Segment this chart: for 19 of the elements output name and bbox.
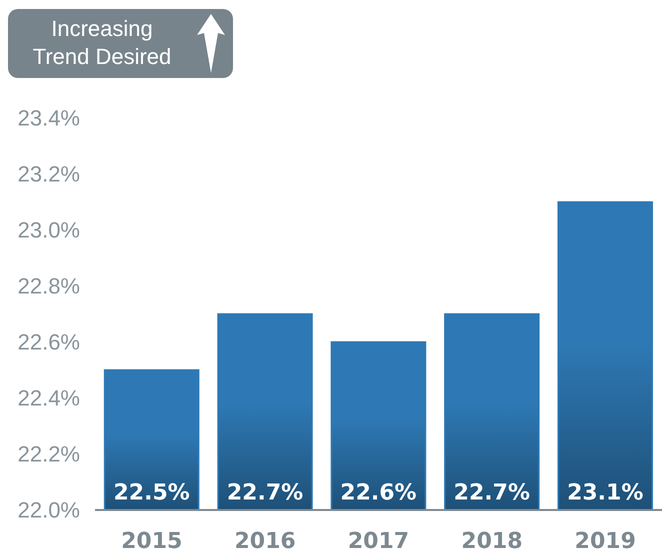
y-tick-label: 22.8%	[18, 274, 80, 298]
y-tick-label: 23.2%	[18, 162, 80, 186]
data-label: 22.5%	[113, 480, 190, 506]
y-tick-label: 22.0%	[18, 498, 80, 522]
y-tick-label: 22.2%	[18, 442, 80, 466]
y-tick-label: 23.0%	[18, 218, 80, 242]
y-tick-label: 23.4%	[18, 106, 80, 130]
x-tick-label: 2016	[234, 529, 296, 553]
data-label: 22.7%	[226, 480, 304, 506]
y-tick-label: 22.4%	[18, 386, 80, 410]
x-tick-label: 2015	[121, 529, 182, 553]
data-label: 23.1%	[567, 480, 644, 506]
badge: Increasing Trend Desired	[8, 9, 233, 78]
x-tick-label: 2018	[461, 529, 523, 553]
x-tick-label: 2019	[574, 529, 636, 553]
data-label: 22.6%	[340, 480, 417, 506]
y-tick-label: 22.6%	[18, 330, 80, 354]
x-tick-label: 2017	[348, 529, 410, 553]
data-label: 22.7%	[454, 480, 530, 506]
